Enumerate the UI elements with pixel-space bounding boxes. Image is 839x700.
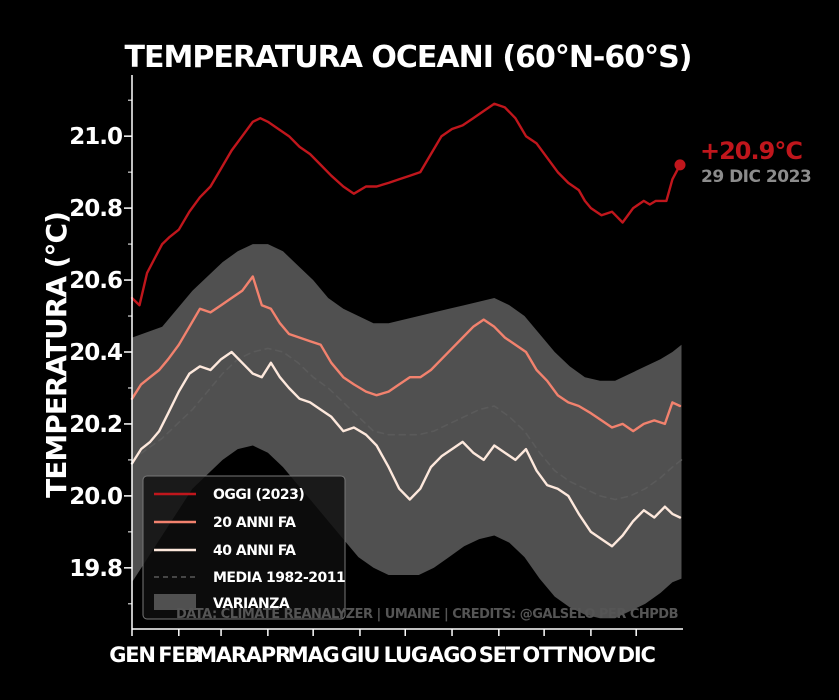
legend-label-20-anni: 20 ANNI FA (213, 515, 296, 531)
series-line-20-anni-fa (130, 275, 682, 433)
y-ticks: 19.8 20.0 20.2 20.4 20.6 20.8 21.0 (69, 99, 132, 605)
x-tick-label: MAG (288, 643, 339, 667)
variance-band (132, 244, 682, 619)
legend-label-media: MEDIA 1982-2011 (213, 570, 345, 586)
y-tick-label: 21.0 (69, 124, 122, 150)
legend: OGGI (2023) 20 ANNI FA 40 ANNI FA MEDIA … (142, 475, 346, 620)
x-tick-label: DIC (618, 643, 656, 667)
x-tick-label: AGO (428, 643, 476, 667)
x-tick-label: APR (246, 643, 291, 667)
y-tick-label: 20.0 (69, 484, 122, 510)
x-tick-label: MAR (196, 643, 247, 667)
series-line-40-anni-fa (130, 350, 682, 548)
x-tick-label: SET (479, 643, 521, 667)
y-axis-label: TEMPERATURA (°C) (40, 212, 73, 498)
y-tick-label: 20.2 (69, 412, 122, 438)
x-tick-label: LUG (384, 643, 427, 667)
y-tick-label: 20.6 (69, 268, 122, 294)
x-tick-label: NOV (567, 643, 616, 667)
current-date-label: 29 DIC 2023 (701, 167, 811, 187)
x-tick-label: FEB (158, 643, 199, 667)
legend-label-varianza: VARIANZA (213, 596, 290, 612)
x-tick-label: OTT (522, 643, 567, 667)
chart-title: TEMPERATURA OCEANI (60°N-60°S) (125, 40, 692, 75)
legend-swatch-varianza (154, 594, 196, 610)
x-tick-label: GIU (341, 643, 380, 667)
series-line-oggi-2023 (130, 102, 682, 307)
credits-text: DATA: CLIMATE REANALYZER | UMAINE | CRED… (176, 607, 678, 622)
legend-label-40-anni: 40 ANNI FA (213, 543, 296, 559)
series-line-media-1982-2011 (131, 347, 683, 501)
y-tick-label: 20.8 (69, 196, 122, 222)
y-tick-label: 20.4 (69, 340, 122, 366)
series-layer (130, 102, 683, 548)
x-tick-label: GEN (109, 643, 155, 667)
y-tick-label: 19.8 (69, 556, 122, 582)
current-value-dot (674, 159, 686, 171)
legend-box (142, 475, 346, 620)
legend-label-oggi: OGGI (2023) (213, 487, 304, 503)
current-value-label: +20.9°C (700, 137, 802, 165)
variance-band-layer (132, 244, 682, 619)
